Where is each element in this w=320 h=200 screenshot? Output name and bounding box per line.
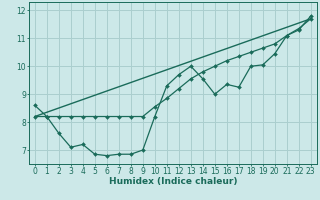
X-axis label: Humidex (Indice chaleur): Humidex (Indice chaleur): [108, 177, 237, 186]
